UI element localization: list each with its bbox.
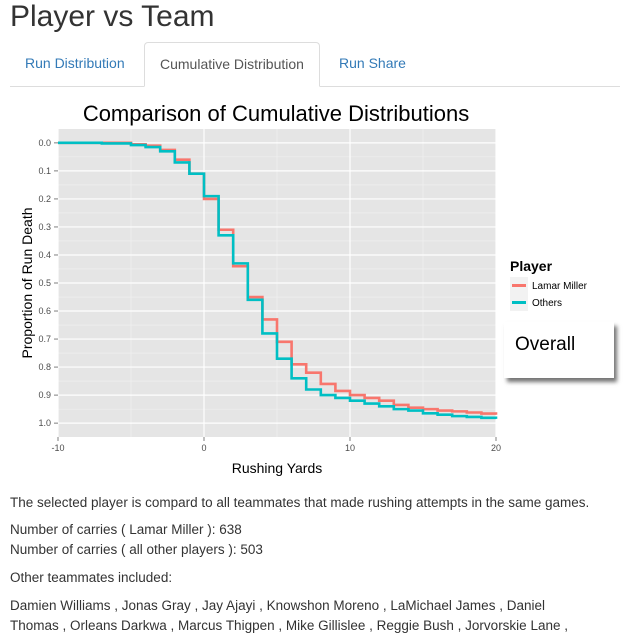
legend-label-others: Others — [532, 298, 562, 309]
legend-title: Player — [510, 258, 553, 274]
y-tick-label: 1.0 — [38, 418, 51, 428]
y-tick-label: 0.1 — [38, 166, 51, 176]
y-tick-label: 0.5 — [38, 278, 51, 288]
y-tick-label: 0.6 — [38, 306, 51, 316]
tab-bar: Run Distribution Cumulative Distribution… — [10, 42, 620, 87]
legend-label-lamar-miller: Lamar Miller — [532, 281, 588, 292]
y-axis-label: Proportion of Run Death — [19, 208, 35, 359]
x-tick-label: 0 — [201, 443, 206, 453]
description-text: The selected player is compard to all te… — [10, 495, 590, 510]
teammates-line-1: Damien Williams , Jonas Gray , Jay Ajayi… — [10, 598, 545, 613]
tab-cumulative-distribution[interactable]: Cumulative Distribution — [144, 42, 320, 87]
y-tick-label: 0.0 — [38, 138, 51, 148]
x-axis-label: Rushing Yards — [232, 460, 323, 476]
tab-run-distribution[interactable]: Run Distribution — [25, 55, 125, 71]
series-lines — [58, 141, 498, 420]
carries-others-text: Number of carries ( all other players ):… — [10, 542, 263, 557]
y-tick-label: 0.9 — [38, 390, 51, 400]
cumulative-distribution-chart: Comparison of Cumulative Distributions -… — [19, 101, 588, 476]
series-others-line — [58, 141, 498, 420]
y-tick-label: 0.3 — [38, 222, 51, 232]
overall-label: Overall — [515, 334, 576, 355]
x-tick-label: 20 — [491, 443, 501, 453]
page-title: Player vs Team — [10, 0, 215, 33]
y-tick-label: 0.2 — [38, 194, 51, 204]
legend: Player Lamar Miller Others — [510, 258, 588, 311]
axis-ticks: -10 0 10 20 0.0 0.1 0.2 0.3 0.4 0.5 0.6 0.7 0.8 0.9 1.… — [38, 138, 501, 453]
x-tick-label: 10 — [345, 443, 355, 453]
overall-label-box: Overall — [504, 322, 614, 378]
chart-title: Comparison of Cumulative Distributions — [83, 101, 469, 126]
y-tick-label: 0.4 — [38, 250, 51, 260]
y-tick-label: 0.8 — [38, 362, 51, 372]
teammates-heading: Other teammates included: — [10, 570, 173, 585]
tab-run-share[interactable]: Run Share — [339, 55, 406, 71]
teammates-line-2: Thomas , Orleans Darkwa , Marcus Thigpen… — [10, 618, 568, 633]
y-tick-label: 0.7 — [38, 334, 51, 344]
series-lamar-miller-line — [58, 141, 498, 415]
x-tick-label: -10 — [51, 443, 64, 453]
carries-player-text: Number of carries ( Lamar Miller ): 638 — [10, 522, 242, 537]
